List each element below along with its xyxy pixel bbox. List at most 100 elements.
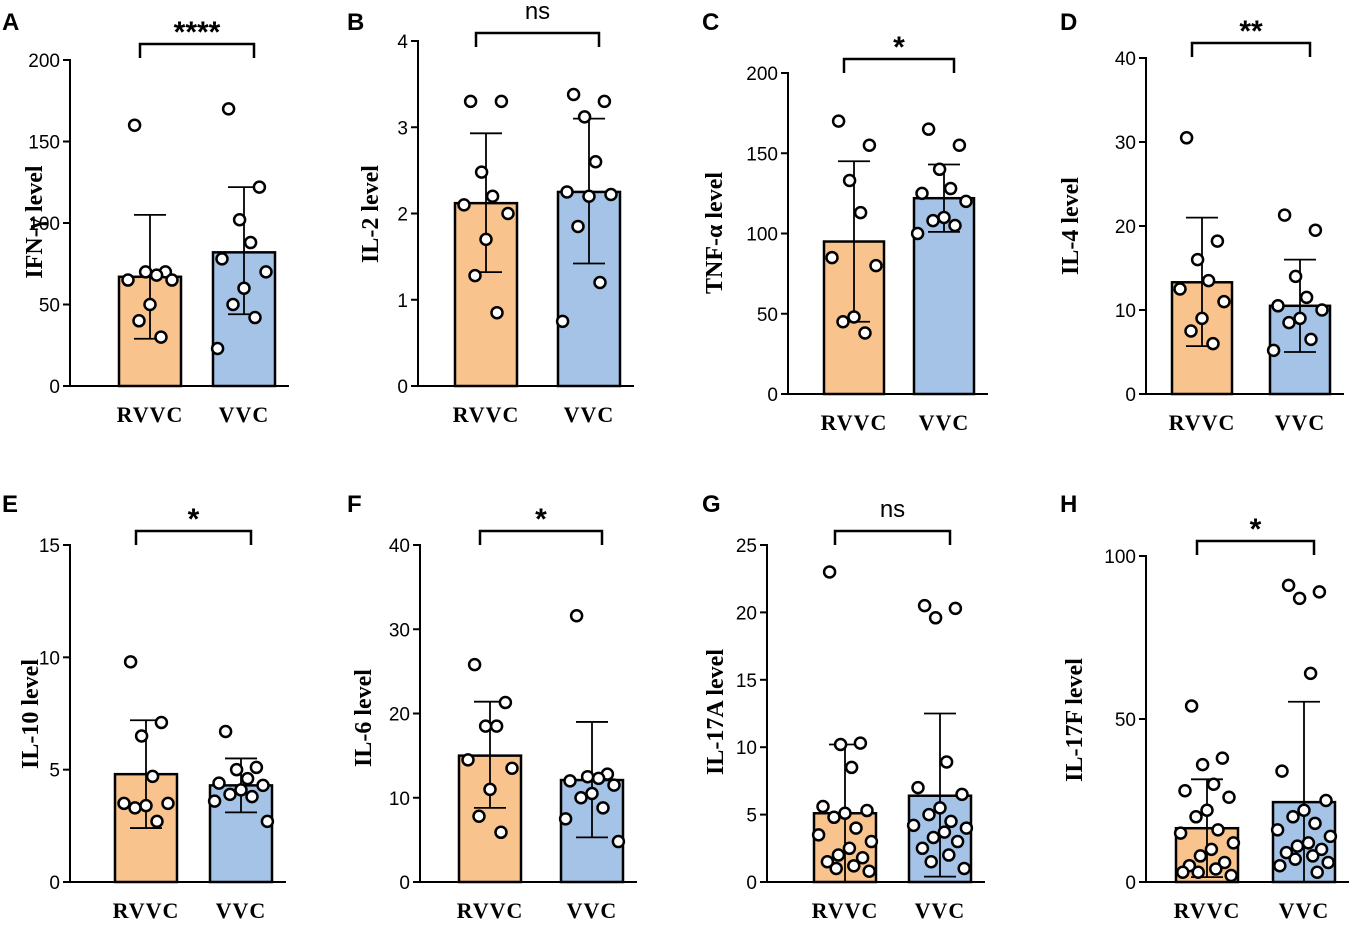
data-point [468,268,482,283]
significance-bracket [478,529,604,545]
y-tick-label: 25 [736,536,757,557]
data-point [862,138,877,152]
x-category-label: VVC [564,402,615,427]
significance-bracket [833,529,952,545]
data-point [479,232,493,247]
data-point [154,715,169,730]
x-category-label: RVVC [1174,898,1241,923]
data-point [932,162,947,177]
data-point [149,268,164,282]
significance-bracket [842,57,956,73]
data-point [928,611,943,625]
data-point [498,695,513,710]
data-point [849,821,863,835]
data-point [1200,803,1214,818]
data-point [926,213,940,228]
data-point [955,787,969,802]
y-tick-label: 0 [397,377,408,398]
data-point [154,330,168,344]
data-point [604,187,618,202]
y-axis-title: IL-17A level [703,649,729,775]
significance-label: **** [174,16,221,49]
data-point [132,314,146,328]
data-point [1206,777,1221,791]
data-point [580,769,595,784]
data-point [952,138,967,152]
data-point [1195,757,1210,772]
data-point [150,814,164,829]
data-point [593,275,607,290]
data-point [1173,826,1188,840]
y-tick-label: 50 [757,305,778,326]
significance-bracket [1190,41,1312,57]
y-tick-label: 0 [49,873,60,894]
data-point [585,786,599,801]
data-point [563,774,577,788]
data-point [959,194,973,209]
data-point [917,598,932,613]
data-point [566,87,581,102]
data-point [959,821,974,835]
data-point [1195,311,1209,326]
data-point [1301,836,1316,850]
y-tick-label: 10 [389,789,410,810]
data-point [1310,865,1324,879]
x-category-label: VVC [567,898,618,923]
y-tick-label: 150 [28,133,60,154]
panel-letter: F [347,491,362,518]
data-point [855,850,870,865]
panel-letter: G [702,491,721,518]
y-tick-label: 100 [746,225,778,246]
data-point [1217,294,1231,309]
data-point [933,801,947,815]
panel-c: C TNF-α level 0 50 100 150 200 RVVC VVC * [702,9,988,435]
data-point [1215,751,1230,765]
panel-letter: E [2,491,18,518]
data-point [1293,311,1307,326]
data-point [831,848,846,862]
data-point [915,186,929,201]
data-point [485,189,500,203]
y-tick-label: 200 [28,51,60,72]
significance-label: ns [880,496,905,523]
data-point [1315,303,1329,317]
panel-d: D IL-4 level 0 10 20 30 40 RVVC VVC ** [1058,9,1344,435]
data-point [943,181,958,196]
data-point [1189,810,1203,824]
y-tick-label: 20 [1115,217,1136,238]
data-point [494,94,509,109]
data-point [1292,591,1307,606]
y-tick-label: 15 [39,536,60,557]
data-point [860,803,874,818]
data-point [128,801,142,815]
y-axis-title: IFN-γ level [22,165,48,279]
data-point [1288,852,1302,866]
y-axis-title: IL-17F level [1062,658,1088,782]
data-point [842,841,857,856]
data-point [811,828,826,842]
data-point [825,250,839,265]
data-point [915,841,930,856]
significance-bracket [474,31,601,47]
data-point [853,736,868,750]
data-point [591,771,606,786]
x-category-label: RVVC [812,898,879,923]
y-tick-label: 30 [1115,133,1136,154]
data-point [1314,842,1329,857]
x-category-label: VVC [1279,898,1330,923]
data-point [1273,858,1287,873]
data-point [1308,223,1323,237]
data-point [842,173,857,188]
x-category-label: VVC [219,402,270,427]
data-point [143,297,157,312]
y-tick-label: 0 [767,385,778,406]
data-point [1271,299,1285,313]
data-point [123,655,138,669]
y-tick-label: 30 [389,620,410,641]
y-tick-label: 40 [1115,49,1136,70]
x-category-label: RVVC [113,898,180,923]
data-point [472,809,486,824]
data-point [457,198,471,212]
data-point [218,724,233,739]
